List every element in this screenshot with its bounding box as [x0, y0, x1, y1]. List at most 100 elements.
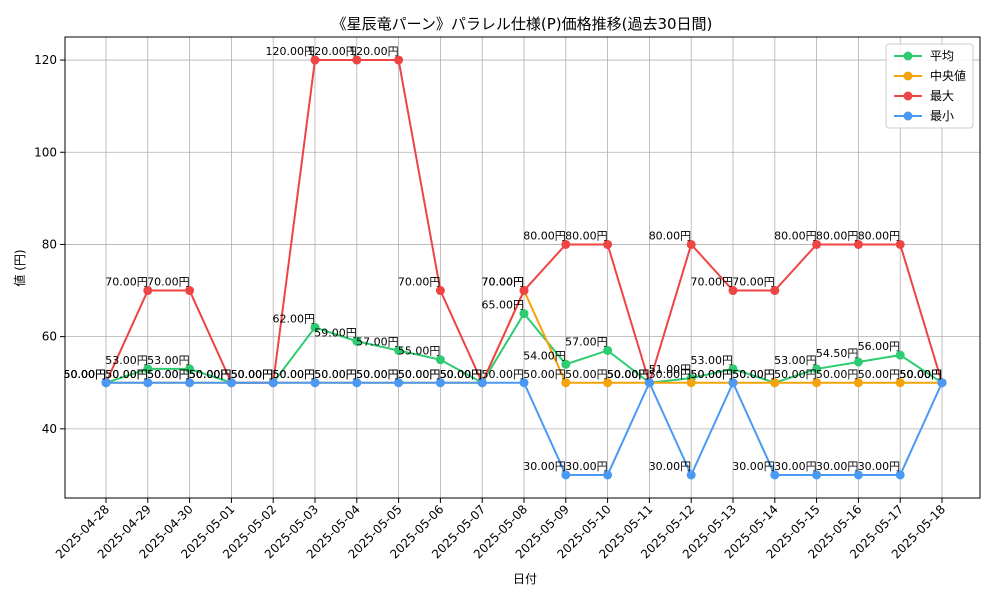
data-point: [770, 378, 780, 388]
data-label: 30.00円: [858, 460, 901, 473]
data-label: 50.00円: [189, 368, 232, 381]
data-label: 50.00円: [147, 368, 190, 381]
data-label: 57.00円: [565, 335, 608, 348]
data-point: [728, 378, 738, 388]
data-point: [352, 55, 362, 65]
data-point: [603, 378, 613, 388]
data-label: 70.00円: [732, 276, 775, 289]
data-label: 80.00円: [858, 229, 901, 242]
data-label: 80.00円: [649, 229, 692, 242]
data-label: 53.00円: [105, 354, 148, 367]
data-point: [185, 364, 195, 374]
series-lines: [101, 55, 947, 480]
data-label: 50.00円: [732, 368, 775, 381]
legend-marker: [903, 71, 913, 81]
data-label: 50.00円: [314, 368, 357, 381]
data-point: [352, 336, 362, 346]
data-label: 50.00円: [440, 368, 483, 381]
legend-marker: [903, 51, 913, 61]
plot-frame: [64, 36, 981, 499]
data-label: 80.00円: [565, 229, 608, 242]
data-label: 51.00円: [649, 363, 692, 376]
data-label: 65.00円: [482, 299, 525, 312]
legend-box: [885, 43, 974, 129]
data-label: 53.00円: [147, 354, 190, 367]
data-point: [519, 286, 529, 296]
x-axis-ticks: 2025-04-282025-04-292025-04-302025-05-01…: [53, 498, 948, 561]
legend-label: 最大: [930, 89, 954, 103]
chart-title: 《星辰竜パーン》パラレル仕様(P)価格推移(過去30日間): [332, 15, 713, 33]
data-point: [686, 239, 696, 249]
y-axis-title: 値 (円): [12, 249, 27, 286]
data-label: 55.00円: [398, 345, 441, 358]
data-point: [561, 378, 571, 388]
data-point: [310, 55, 320, 65]
data-label: 50.00円: [189, 368, 232, 381]
data-label: 50.00円: [482, 368, 525, 381]
data-label: 50.00円: [816, 368, 859, 381]
legend-marker: [903, 111, 913, 121]
data-label: 120.00円: [266, 45, 316, 58]
data-point: [101, 378, 111, 388]
data-point: [686, 378, 696, 388]
data-point: [812, 470, 822, 480]
data-point: [394, 55, 404, 65]
data-label: 50.00円: [691, 368, 734, 381]
data-point: [185, 378, 195, 388]
data-label: 50.00円: [398, 368, 441, 381]
data-label: 50.00円: [231, 368, 274, 381]
data-point: [770, 286, 780, 296]
data-label: 30.00円: [649, 460, 692, 473]
data-point: [310, 322, 320, 332]
data-label: 50.00円: [64, 368, 107, 381]
data-label: 50.00円: [105, 368, 148, 381]
data-point: [268, 378, 278, 388]
data-point: [895, 378, 905, 388]
data-label: 80.00円: [523, 229, 566, 242]
data-label: 50.00円: [607, 368, 650, 381]
legend-label: 最小: [930, 109, 954, 123]
data-point: [352, 378, 362, 388]
y-tick-label: 60: [42, 330, 57, 344]
data-label: 50.00円: [900, 368, 943, 381]
data-point: [895, 470, 905, 480]
data-label: 56.00円: [858, 340, 901, 353]
data-point: [812, 364, 822, 374]
y-tick-label: 80: [42, 237, 57, 251]
data-point: [561, 359, 571, 369]
data-point: [603, 470, 613, 480]
data-label: 50.00円: [231, 368, 274, 381]
data-point: [394, 345, 404, 355]
data-point: [435, 286, 445, 296]
y-tick-label: 40: [42, 422, 57, 436]
data-label: 50.00円: [607, 368, 650, 381]
data-label: 50.00円: [774, 368, 817, 381]
data-label: 50.00円: [607, 368, 650, 381]
grid: [65, 37, 980, 498]
data-point: [603, 239, 613, 249]
data-label: 30.00円: [523, 460, 566, 473]
data-label: 50.00円: [273, 368, 316, 381]
data-label: 50.00円: [440, 368, 483, 381]
data-label: 80.00円: [774, 229, 817, 242]
data-label: 30.00円: [816, 460, 859, 473]
data-point: [435, 355, 445, 365]
data-label: 50.00円: [356, 368, 399, 381]
data-label: 50.00円: [356, 368, 399, 381]
data-point: [519, 378, 529, 388]
data-label: 50.00円: [858, 368, 901, 381]
data-label: 50.00円: [691, 368, 734, 381]
data-point: [895, 350, 905, 360]
data-point: [603, 345, 613, 355]
data-label: 80.00円: [816, 229, 859, 242]
data-label: 50.00円: [314, 368, 357, 381]
data-point: [853, 378, 863, 388]
data-label: 50.00円: [398, 368, 441, 381]
data-point: [812, 239, 822, 249]
data-point: [937, 378, 947, 388]
data-label: 70.00円: [398, 276, 441, 289]
data-label: 50.00円: [900, 368, 943, 381]
